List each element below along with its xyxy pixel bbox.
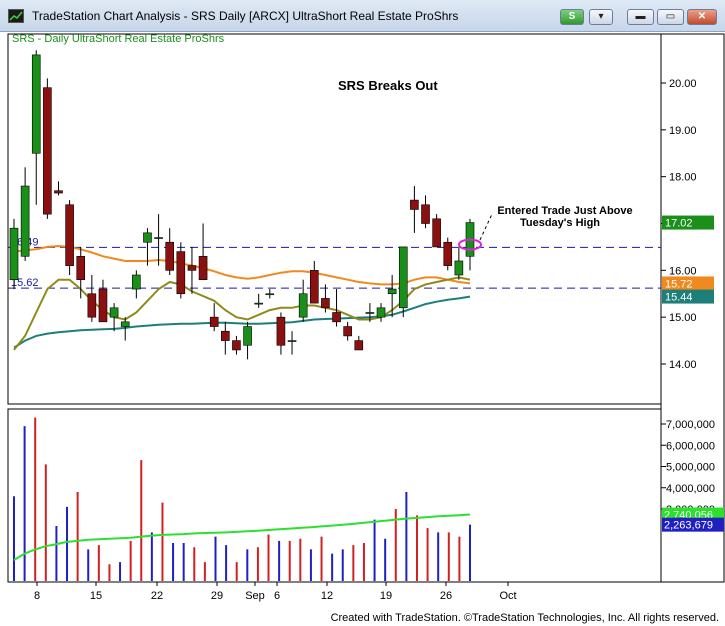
footer-credit: Created with TradeStation. ©TradeStation… [330, 612, 719, 624]
symbol-link-button[interactable]: S [560, 9, 584, 25]
price-tick-label: 15.00 [669, 312, 697, 324]
candle-body [109, 307, 119, 318]
volume-average-line [13, 513, 471, 561]
x-tick-label: 26 [440, 590, 452, 602]
footer: Created with TradeStation. ©TradeStation… [0, 609, 725, 626]
candle-body [132, 274, 141, 290]
x-tick-label: 12 [321, 590, 333, 602]
annotation-pointer [479, 213, 493, 241]
x-tick-label: 8 [34, 590, 40, 602]
options-dropdown-icon[interactable]: ▾ [589, 9, 613, 25]
annotation-text-line1: Entered Trade Just Above [497, 205, 632, 217]
symbol-label: SRS - Daily UltraShort Real Estate ProSh… [12, 33, 225, 45]
candle-body [343, 326, 352, 337]
candle-body [187, 265, 197, 271]
annotation-text-line2: Tuesday's High [520, 217, 600, 229]
candle-body [354, 340, 364, 351]
volume-pane-border [7, 408, 662, 583]
price-value-label: 17.02 [665, 218, 693, 230]
volume-value-label: 2,263,679 [664, 520, 713, 532]
x-tick-label: 29 [211, 590, 223, 602]
x-tick-label: Sep [245, 590, 265, 602]
candle-body [276, 316, 286, 346]
volume-value-box [662, 517, 724, 532]
candle-body [198, 255, 208, 281]
candle-body [65, 204, 74, 266]
candle-body [309, 270, 319, 304]
window-title: TradeStation Chart Analysis - SRS Daily … [32, 9, 459, 23]
x-tick-label: Oct [499, 590, 516, 602]
volume-tick-label: 7,000,000 [666, 419, 715, 431]
ma-teal-line [13, 295, 471, 349]
price-value-box [662, 289, 714, 304]
candle-body [98, 288, 108, 323]
annotation-circle [458, 238, 482, 251]
candle-body [398, 246, 408, 309]
candle-body [87, 293, 97, 318]
volume-tick-label: 6,000,000 [666, 440, 715, 452]
price-tick-label: 19.00 [669, 125, 697, 137]
x-tick-label: 6 [274, 590, 280, 602]
candle-body [76, 255, 86, 281]
candle-body [365, 312, 375, 314]
minimize-button[interactable]: ▬ [627, 9, 654, 25]
candle-body [176, 251, 186, 295]
chart-title: SRS Breaks Out [338, 78, 438, 93]
candle-body [232, 340, 241, 351]
axis-border [660, 33, 725, 583]
candle-body [43, 87, 52, 215]
candle-body [376, 307, 386, 318]
candle-body [321, 298, 330, 309]
candle-body [221, 330, 230, 341]
candle-body [265, 293, 275, 296]
chart-app-icon [8, 9, 24, 23]
price-tick-label: 16.00 [669, 265, 697, 277]
candle-body [410, 199, 419, 210]
price-tick-label: 20.00 [669, 78, 697, 90]
candle-body [31, 54, 41, 154]
price-pane-border [7, 33, 662, 405]
candle-body [209, 316, 219, 327]
price-value-box [662, 215, 714, 230]
candle-body [332, 312, 341, 323]
candle-body [120, 321, 130, 327]
candle-body [287, 340, 297, 342]
price-tick-label: 14.00 [669, 359, 697, 371]
level-label: 15.62 [11, 277, 39, 289]
candle-body [254, 302, 263, 305]
volume-tick-label: 4,000,000 [666, 483, 715, 495]
maximize-button[interactable]: ▭ [657, 9, 684, 25]
candle-body [54, 190, 63, 194]
candle-body [443, 241, 453, 266]
x-tick-label: 19 [380, 590, 392, 602]
candle-body [143, 232, 152, 243]
volume-tick-label: 5,000,000 [666, 462, 715, 474]
price-value-box [662, 276, 714, 291]
ma-orange-line [13, 244, 471, 286]
price-tick-label: 18.00 [669, 172, 697, 184]
candle-body [454, 260, 464, 276]
candle-body [421, 204, 430, 224]
candle-body [165, 241, 175, 271]
candle-body [9, 227, 19, 281]
candle-body [298, 293, 308, 318]
x-tick-label: 15 [90, 590, 102, 602]
title-bar[interactable]: TradeStation Chart Analysis - SRS Daily … [0, 0, 725, 32]
x-tick-label: 22 [151, 590, 163, 602]
candle-body [432, 218, 441, 248]
candle-body [20, 185, 30, 257]
price-value-label: 15.44 [665, 292, 693, 304]
price-value-label: 15.72 [665, 278, 693, 290]
chart-canvas[interactable]: 20.0019.0018.0017.0016.0015.0014.007,000… [0, 32, 725, 609]
close-button[interactable]: ✕ [687, 9, 717, 25]
candle-body [243, 326, 252, 346]
candle-body [154, 237, 163, 239]
candle-body [387, 288, 397, 295]
